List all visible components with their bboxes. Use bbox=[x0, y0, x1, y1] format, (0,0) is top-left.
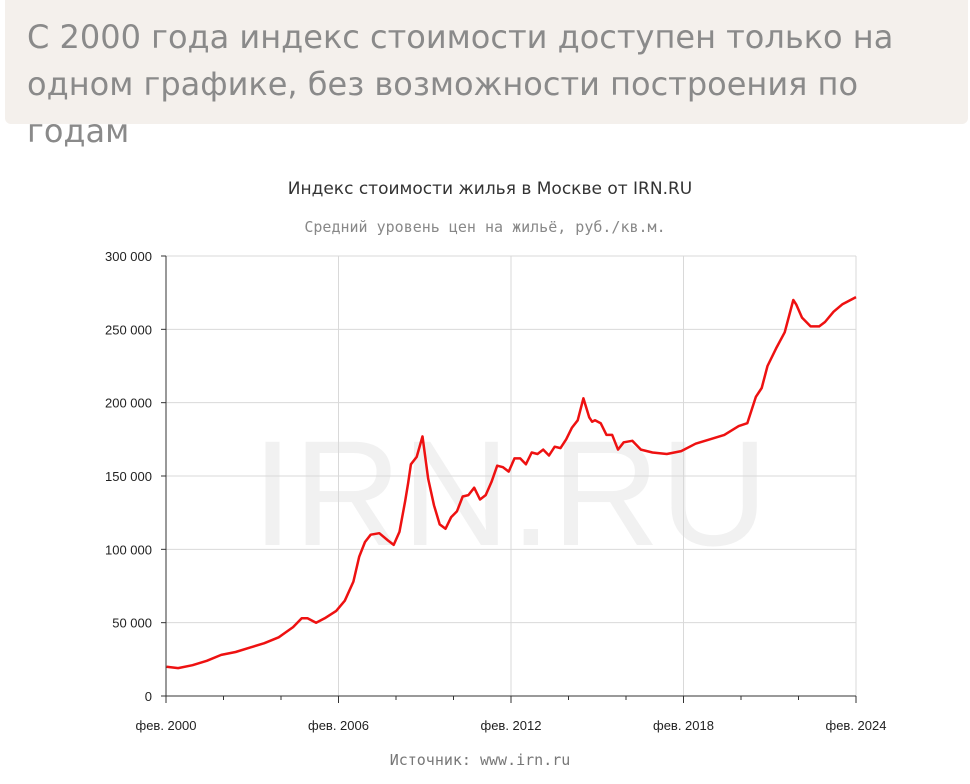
tick-labels: 0 50 000 100 000 150 000 200 000 250 000 300 0… bbox=[105, 249, 886, 733]
y-tick-label: 250 000 bbox=[105, 322, 152, 337]
y-tick-label: 0 bbox=[145, 689, 152, 704]
watermark: IRN.RU bbox=[252, 409, 769, 577]
y-tick-label: 50 000 bbox=[112, 616, 152, 631]
y-tick-label: 150 000 bbox=[105, 469, 152, 484]
y-tick-label: 100 000 bbox=[105, 542, 152, 557]
y-tick-label: 300 000 bbox=[105, 249, 152, 264]
x-tick-label: фев. 2000 bbox=[136, 718, 197, 733]
x-tick-label: фев. 2024 bbox=[826, 718, 887, 733]
series-line bbox=[166, 295, 857, 670]
chart-subtitle: Средний уровень цен на жильё, руб./кв.м. bbox=[304, 218, 665, 236]
chart-title: Индекс стоимости жилья в Москве от IRN.R… bbox=[288, 179, 692, 199]
chart-source: Источник: www.irn.ru bbox=[390, 751, 571, 769]
x-tick-label: фев. 2018 bbox=[653, 718, 714, 733]
x-tick-label: фев. 2012 bbox=[481, 718, 542, 733]
grid bbox=[166, 255, 857, 696]
caption-text: С 2000 года индекс стоимости доступен то… bbox=[27, 18, 894, 150]
axes bbox=[161, 255, 857, 703]
y-tick-label: 200 000 bbox=[105, 396, 152, 411]
caption-banner: С 2000 года индекс стоимости доступен то… bbox=[5, 0, 968, 150]
x-tick-label: фев. 2006 bbox=[308, 718, 369, 733]
